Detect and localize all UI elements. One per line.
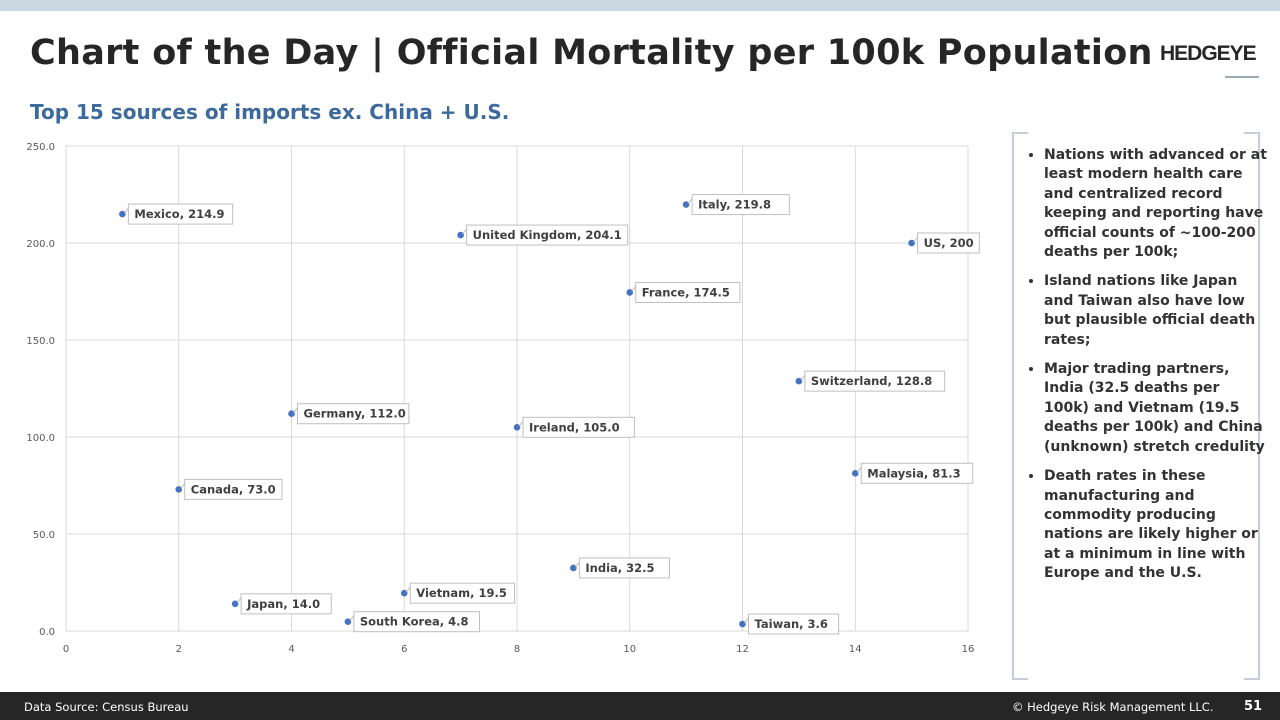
- data-label: Taiwan, 3.6: [755, 617, 828, 631]
- data-label: US, 200: [924, 236, 974, 250]
- leader-line: [800, 374, 806, 381]
- data-point: [513, 424, 521, 431]
- data-label: Vietnam, 19.5: [416, 586, 507, 600]
- data-label-box: [691, 194, 790, 216]
- data-label: Germany, 112.0: [304, 407, 406, 421]
- leader-line: [405, 586, 411, 593]
- data-point: [344, 618, 352, 625]
- data-point: [626, 289, 634, 296]
- leader-line: [123, 207, 129, 214]
- data-label: Italy, 219.8: [698, 198, 771, 212]
- data-point: [908, 239, 915, 247]
- data-label-box: [804, 370, 946, 392]
- data-label-box: [409, 582, 516, 604]
- leader-line: [462, 228, 468, 235]
- data-point: [288, 410, 295, 418]
- data-label-box: [635, 281, 741, 303]
- data-label-box: [917, 232, 980, 254]
- data-point: [119, 210, 126, 218]
- logo-underline: [1225, 76, 1259, 78]
- data-label: Japan, 14.0: [246, 597, 320, 611]
- bullet-1: Nations with advanced or at least modern…: [1044, 146, 1269, 262]
- y-tick-label: 100.0: [26, 433, 55, 444]
- x-tick-label: 8: [514, 644, 520, 655]
- chart-subtitle: Top 15 sources of imports ex. China + U.…: [30, 100, 510, 124]
- x-tick-label: 14: [849, 644, 862, 655]
- data-label: Mexico, 214.9: [134, 207, 224, 221]
- data-point: [231, 600, 239, 608]
- data-label-box: [578, 557, 670, 579]
- top-bar: [0, 0, 1280, 11]
- x-tick-label: 2: [176, 644, 182, 655]
- page-number: 51: [1244, 699, 1263, 714]
- leader-line: [913, 236, 919, 243]
- left-bracket: [1012, 132, 1028, 680]
- leader-line: [180, 483, 186, 489]
- leader-line: [856, 466, 862, 473]
- data-label-box: [240, 593, 332, 615]
- data-point: [570, 564, 577, 572]
- data-label-box: [127, 203, 234, 225]
- x-tick-label: 16: [962, 644, 975, 655]
- y-tick-label: 250.0: [26, 142, 55, 153]
- data-label-box: [184, 478, 283, 500]
- x-tick-label: 12: [736, 644, 749, 655]
- data-label-box: [297, 403, 410, 425]
- scatter-chart: 0 2 4 6 8 10 12 14 16 0.0 50.0 100.0 150.0 200.0 250.0…: [26, 142, 980, 655]
- leader-line: [293, 407, 298, 414]
- data-point: [175, 486, 183, 493]
- y-tick-label: 0.0: [39, 627, 55, 638]
- data-label: Canada, 73.0: [191, 482, 276, 496]
- x-tick-label: 6: [401, 644, 407, 655]
- data-point: [851, 469, 859, 477]
- y-tick-label: 50.0: [33, 530, 55, 541]
- data-label: Malaysia, 81.3: [867, 466, 960, 480]
- right-bracket: [1244, 132, 1260, 680]
- leader-line: [349, 615, 355, 622]
- x-tick-label: 10: [623, 644, 636, 655]
- leader-line: [687, 198, 693, 204]
- bullet-2: Island nations like Japan and Taiwan als…: [1044, 272, 1269, 350]
- x-tick-label: 4: [288, 644, 294, 655]
- footer: Data Source: Census Bureau © Hedgeye Ris…: [0, 692, 1280, 720]
- data-point: [795, 377, 803, 385]
- data-label: India, 32.5: [585, 561, 654, 575]
- data-label: Switzerland, 128.8: [811, 374, 932, 388]
- data-point: [739, 620, 746, 628]
- data-label: France, 174.5: [642, 285, 730, 299]
- data-point: [400, 589, 408, 597]
- data-point: [457, 231, 464, 239]
- data-point: [682, 201, 690, 208]
- leader-line: [631, 286, 637, 292]
- data-label: South Korea, 4.8: [360, 615, 469, 629]
- copyright: © Hedgeye Risk Management LLC.: [1012, 700, 1214, 714]
- leader-line: [574, 561, 580, 568]
- y-tick-label: 150.0: [26, 336, 55, 347]
- data-label: United Kingdom, 204.1: [473, 228, 622, 242]
- leader-line: [518, 420, 524, 427]
- bullet-4: Death rates in these manufacturing and c…: [1044, 467, 1269, 583]
- data-label-box: [353, 611, 480, 633]
- data-label-box: [860, 462, 974, 484]
- page-title: Chart of the Day | Official Mortality pe…: [30, 33, 1153, 73]
- y-tick-label: 200.0: [26, 239, 55, 250]
- data-label-box: [522, 416, 635, 438]
- leader-line: [236, 597, 242, 604]
- commentary-panel: Nations with advanced or at least modern…: [1012, 132, 1267, 680]
- data-label-box: [748, 613, 840, 635]
- data-source: Data Source: Census Bureau: [24, 700, 189, 714]
- x-tick-label: 0: [63, 644, 69, 655]
- leader-line: [744, 617, 749, 624]
- hedgeye-logo: HEDGEYE: [1160, 42, 1257, 65]
- data-label: Ireland, 105.0: [529, 420, 620, 434]
- bullet-3: Major trading partners, India (32.5 deat…: [1044, 360, 1269, 457]
- data-label-box: [466, 224, 629, 246]
